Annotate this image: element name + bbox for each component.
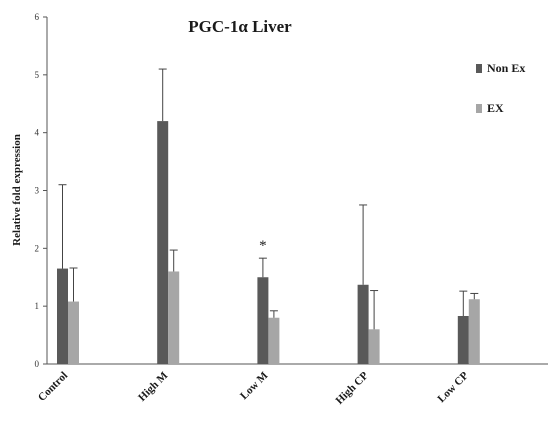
- bar-ex-low-cp: [468, 299, 480, 364]
- bar-ex-high-m: [168, 271, 180, 364]
- error-bar: [169, 249, 178, 272]
- x-tick-label: Control: [36, 370, 70, 404]
- error-bar: [459, 290, 468, 316]
- bar-non-ex-control: [57, 268, 68, 364]
- x-tick-label: Low CP: [435, 369, 471, 405]
- significance-marker: *: [259, 238, 267, 254]
- x-tick-label: Low M: [238, 369, 271, 402]
- legend-label: Non Ex: [487, 61, 525, 75]
- y-tick-label: 2: [35, 243, 40, 253]
- y-tick-label: 4: [35, 128, 40, 138]
- y-tick-label: 0: [35, 359, 40, 369]
- bar-non-ex-low-cp: [457, 315, 469, 364]
- error-bar: [370, 290, 379, 330]
- bar-ex-high-cp: [368, 329, 380, 364]
- error-bar: [158, 68, 167, 122]
- chart-title: PGC-1α Liver: [188, 17, 292, 36]
- error-bar: [359, 204, 368, 285]
- bar-non-ex-high-cp: [357, 284, 369, 364]
- legend: Non Ex EX: [476, 61, 525, 115]
- y-tick-label: 6: [35, 12, 40, 22]
- bar-non-ex-high-m: [157, 121, 169, 364]
- bar-ex-low-m: [268, 317, 280, 364]
- legend-swatch-non-ex: [476, 64, 482, 73]
- error-bars: [58, 68, 479, 330]
- x-tick-label: High M: [136, 369, 171, 404]
- x-tick-label: High CP: [333, 369, 370, 406]
- y-tick-label: 5: [35, 70, 40, 80]
- legend-label: EX: [487, 101, 504, 115]
- bar-non-ex-low-m: [257, 277, 269, 364]
- error-bar: [258, 257, 267, 278]
- error-bar: [470, 292, 479, 300]
- y-tick-label: 1: [35, 301, 40, 311]
- legend-swatch-ex: [476, 104, 482, 113]
- error-bar: [69, 267, 78, 302]
- x-axis-labels: Control High M Low M High CP Low CP: [36, 369, 471, 407]
- y-tick-label: 3: [35, 186, 40, 196]
- error-bar: [58, 184, 67, 269]
- y-axis-label: Relative fold expression: [11, 134, 23, 246]
- bars: [57, 121, 480, 364]
- error-bar: [269, 310, 278, 318]
- bar-ex-control: [68, 301, 79, 364]
- y-axis-ticks: 0 1 2 3 4 5 6: [35, 12, 47, 369]
- annotations: *: [259, 238, 267, 254]
